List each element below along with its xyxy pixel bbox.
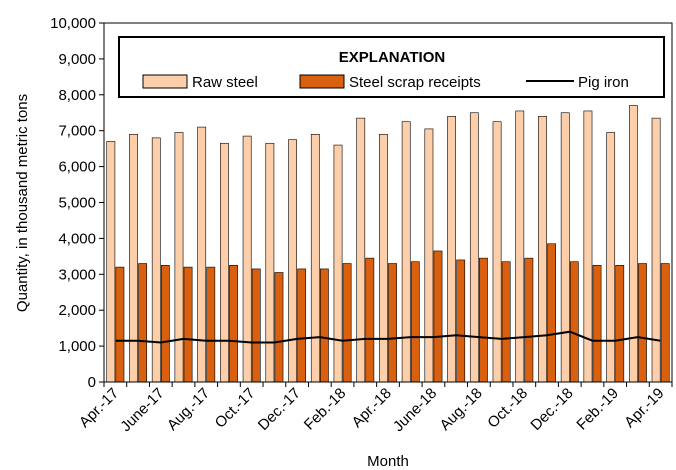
x-tick-label: Apr.-19 [621,385,667,431]
bar-steel-scrap [569,261,579,383]
bar-raw-steel [356,117,366,383]
y-tick-label: 5,000 [58,195,96,212]
bar-raw-steel [492,121,502,383]
x-tick-label: Feb.-19 [573,385,622,434]
x-tick-label: June-17 [117,385,167,435]
x-tick-label: Apr.-17 [76,385,122,431]
bar-steel-scrap [524,257,534,383]
bar-steel-scrap [229,265,238,383]
x-tick-label: Dec.-17 [255,385,304,434]
bar-steel-scrap [319,268,329,383]
y-tick-label: 0 [88,374,96,391]
bar-raw-steel [333,144,343,383]
bar-steel-scrap [206,266,216,383]
bar-steel-scrap [433,250,443,383]
bar-raw-steel [538,116,547,383]
bar-raw-steel [628,105,638,383]
y-tick-label: 6,000 [58,159,96,176]
bar-raw-steel [129,133,138,383]
x-tick-label: Oct.-17 [212,385,259,432]
bar-steel-scrap [138,263,148,383]
legend-label-steel-scrap: Steel scrap receipts [349,74,481,91]
bar-raw-steel [242,135,252,383]
x-tick-label: Apr.-18 [349,385,395,431]
y-tick-label: 2,000 [58,302,96,319]
bar-steel-scrap [410,261,420,383]
bar-raw-steel [447,116,457,383]
pig-iron-line-layer [115,330,661,344]
bar-steel-scrap [501,261,511,383]
bar-steel-scrap [615,265,625,383]
bar-steel-scrap [342,263,352,383]
bar-steel-scrap [365,257,375,383]
y-tick-label: 3,000 [58,266,96,283]
bar-steel-scrap [660,263,670,383]
legend-swatch-raw-steel [142,74,188,89]
y-axis: 0 1,000 2,000 3,000 4,000 5,000 6,000 7,000 8,00… [50,15,104,391]
legend: EXPLANATION Raw steel Steel scrap receip… [118,36,665,98]
y-tick-label: 10,000 [50,15,96,32]
x-axis-label: Month [367,453,409,470]
legend-label-raw-steel: Raw steel [192,74,258,91]
bar-raw-steel [288,139,297,383]
bar-raw-steel [151,137,161,383]
bar-raw-steel [174,132,184,383]
bar-raw-steel [265,142,275,383]
bar-steel-scrap [160,265,170,383]
x-tick-label: Aug.-17 [164,385,213,434]
legend-title: EXPLANATION [339,49,445,66]
line-pig-iron [115,330,661,344]
bars-layer [106,105,670,383]
bar-steel-scrap [456,259,466,383]
bar-raw-steel [606,132,616,383]
legend-swatch-steel-scrap [299,74,345,89]
y-tick-label: 4,000 [58,230,96,247]
x-tick-label: Aug.-18 [437,385,486,434]
bar-raw-steel [424,128,434,383]
y-tick-label: 7,000 [58,123,96,140]
bar-steel-scrap [592,265,602,383]
bar-steel-scrap [547,243,556,383]
x-axis: Apr.-17June-17Aug.-17Oct.-17Dec.-17Feb.-… [76,382,673,435]
y-tick-label: 9,000 [58,51,96,68]
bar-steel-scrap [183,266,193,383]
legend-box [118,36,665,98]
bar-raw-steel [106,141,116,383]
bar-raw-steel [197,126,207,383]
x-tick-label: Feb.-18 [301,385,350,434]
bar-steel-scrap [297,268,307,383]
bar-steel-scrap [274,272,284,383]
bar-raw-steel [560,112,570,383]
x-tick-label: June-18 [390,385,440,435]
bar-raw-steel [469,112,479,383]
bar-steel-scrap [638,263,647,383]
x-tick-label: Dec.-18 [527,385,576,434]
bar-steel-scrap [388,263,397,383]
bar-steel-scrap [251,268,261,383]
bar-raw-steel [583,110,593,383]
bar-raw-steel [220,142,229,383]
bar-raw-steel [379,133,388,383]
bar-raw-steel [651,117,661,383]
y-tick-label: 8,000 [58,87,96,104]
y-axis-label: Quantity, in thousand metric tons [14,94,31,312]
x-tick-label: Oct.-18 [484,385,531,432]
legend-label-pig-iron: Pig iron [578,74,629,91]
y-tick-label: 1,000 [58,338,96,355]
bar-raw-steel [401,121,411,383]
bar-steel-scrap [479,257,488,383]
bar-steel-scrap [115,266,125,383]
bar-raw-steel [310,133,320,383]
bar-raw-steel [515,110,525,383]
